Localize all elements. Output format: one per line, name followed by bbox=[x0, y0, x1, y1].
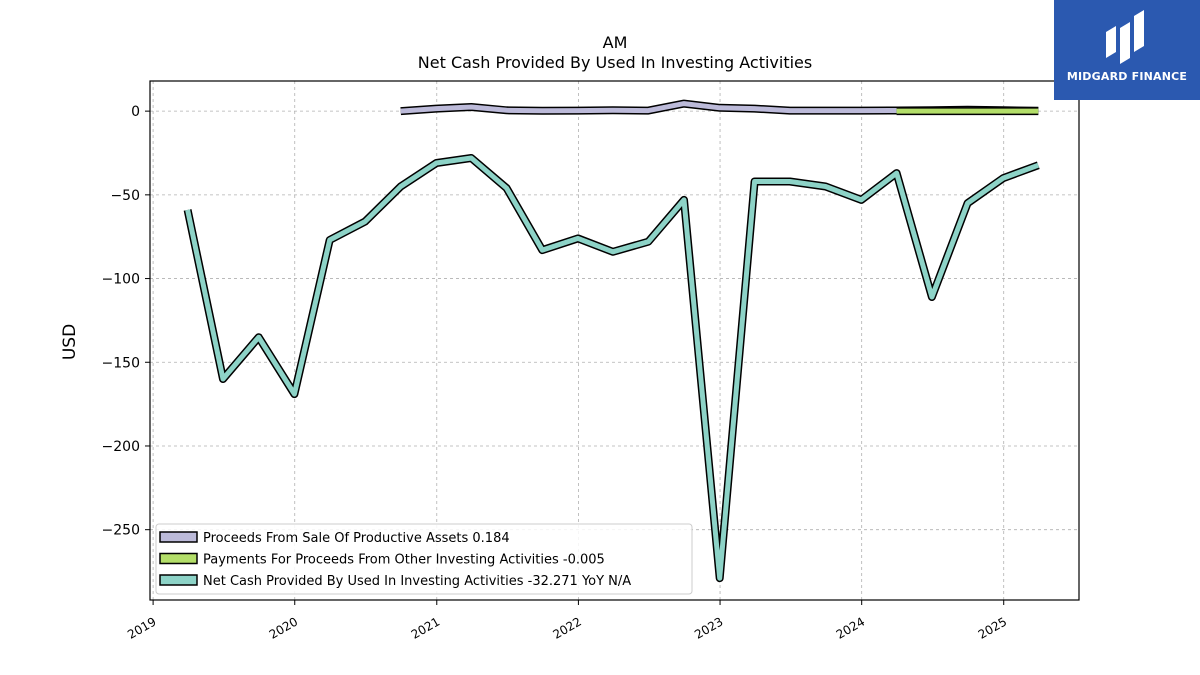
x-tick-label: 2023 bbox=[692, 614, 725, 641]
legend-swatch bbox=[159, 574, 198, 586]
logo-mark-icon bbox=[1106, 10, 1144, 64]
chart-title: AM bbox=[603, 33, 628, 52]
series-2-line bbox=[185, 155, 1040, 581]
plot-frame bbox=[149, 80, 1080, 601]
x-tick-label: 2022 bbox=[550, 614, 583, 641]
legend-label: Payments For Proceeds From Other Investi… bbox=[203, 553, 605, 568]
x-tick-label: 2020 bbox=[267, 614, 300, 641]
legend-label: Net Cash Provided By Used In Investing A… bbox=[203, 574, 631, 589]
y-tick-label: −50 bbox=[110, 188, 140, 204]
x-tick-label: 2025 bbox=[976, 614, 1009, 641]
y-tick-label: −250 bbox=[102, 523, 140, 539]
y-tick-label: −200 bbox=[102, 439, 140, 455]
y-tick-label: 0 bbox=[131, 104, 140, 120]
y-axis-label: USD bbox=[60, 324, 80, 360]
legend: Proceeds From Sale Of Productive Assets … bbox=[155, 523, 693, 595]
legend-label: Proceeds From Sale Of Productive Assets … bbox=[203, 531, 510, 546]
x-tick-label: 2024 bbox=[834, 614, 867, 641]
x-tick-label: 2021 bbox=[409, 614, 442, 641]
x-tick-label: 2019 bbox=[125, 614, 158, 641]
legend-box bbox=[155, 523, 693, 595]
y-tick-label: −150 bbox=[102, 355, 140, 371]
brand-logo: MIDGARD FINANCE bbox=[1054, 0, 1200, 100]
legend-swatch bbox=[159, 552, 198, 565]
y-tick-label: −100 bbox=[102, 272, 140, 288]
chart-subtitle: Net Cash Provided By Used In Investing A… bbox=[418, 53, 812, 72]
series-layer bbox=[183, 99, 1040, 583]
legend-swatch bbox=[159, 531, 198, 543]
grid-lines bbox=[150, 81, 1079, 600]
logo-text: MIDGARD FINANCE bbox=[1066, 70, 1188, 83]
